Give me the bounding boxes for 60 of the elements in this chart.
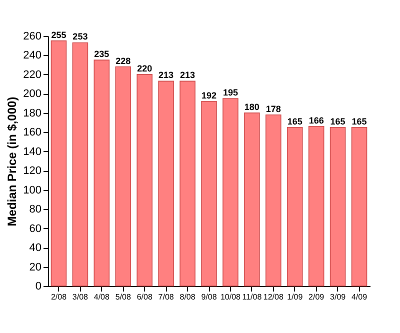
bar bbox=[158, 80, 174, 286]
bar bbox=[136, 74, 152, 286]
bar bbox=[266, 114, 282, 286]
data-label: 235 bbox=[94, 49, 110, 60]
data-label: 192 bbox=[201, 90, 217, 100]
x-tick-label: 6/08 bbox=[136, 292, 153, 302]
bar bbox=[72, 42, 88, 286]
y-tick-label: 120 bbox=[23, 165, 42, 178]
data-label: 253 bbox=[72, 32, 88, 42]
y-tick-label: 180 bbox=[23, 107, 42, 120]
y-tick-label: 20 bbox=[29, 261, 42, 274]
data-label: 180 bbox=[244, 102, 260, 112]
x-tick-label: 3/09 bbox=[330, 292, 346, 302]
bar bbox=[330, 126, 346, 286]
y-tick-label: 0 bbox=[35, 280, 42, 292]
x-tick-label: 11/08 bbox=[242, 292, 262, 302]
x-tick-label: 4/08 bbox=[94, 292, 110, 302]
data-label: 228 bbox=[116, 56, 131, 66]
y-tick-label: 60 bbox=[29, 222, 42, 235]
y-tick-label: 140 bbox=[23, 146, 42, 158]
x-tick-label: 7/08 bbox=[158, 292, 174, 302]
y-tick-label: 200 bbox=[23, 88, 42, 100]
x-tick-label: 12/08 bbox=[263, 292, 284, 302]
bar bbox=[94, 60, 110, 286]
data-label: 165 bbox=[352, 116, 367, 126]
data-label: 165 bbox=[287, 116, 302, 126]
x-tick-label: 2/08 bbox=[50, 292, 68, 302]
y-tick-label: 260 bbox=[23, 30, 42, 42]
bar bbox=[201, 100, 217, 286]
x-tick-label: 1/09 bbox=[287, 292, 304, 302]
bar bbox=[308, 126, 324, 286]
y-tick-label: 240 bbox=[23, 50, 42, 62]
y-tick-label: 100 bbox=[23, 184, 42, 196]
bar bbox=[115, 66, 132, 286]
bar bbox=[351, 126, 368, 286]
x-tick-label: 2/09 bbox=[308, 292, 325, 302]
bar bbox=[244, 112, 260, 286]
x-tick-label: 5/08 bbox=[115, 292, 132, 302]
y-tick-label: 40 bbox=[29, 242, 42, 254]
data-label: 165 bbox=[330, 116, 346, 126]
data-label: 195 bbox=[222, 88, 238, 98]
data-label: 166 bbox=[308, 115, 324, 126]
bar bbox=[50, 40, 67, 286]
bar bbox=[180, 80, 196, 286]
x-tick-label: 4/09 bbox=[351, 292, 368, 302]
x-tick-label: 10/08 bbox=[220, 292, 242, 302]
data-label: 220 bbox=[137, 63, 152, 74]
data-label: 255 bbox=[51, 30, 66, 40]
bar bbox=[286, 126, 303, 286]
y-tick-label: 80 bbox=[29, 204, 42, 216]
y-tick-label: 220 bbox=[23, 68, 42, 81]
x-tick-label: 9/08 bbox=[201, 292, 218, 302]
x-tick-label: 8/08 bbox=[180, 292, 196, 302]
data-label: 213 bbox=[180, 70, 196, 80]
data-label: 213 bbox=[158, 70, 174, 80]
x-tick-label: 3/08 bbox=[72, 292, 89, 302]
y-axis-title: Median Price (in $,000) bbox=[5, 96, 20, 226]
y-tick-label: 160 bbox=[23, 126, 42, 139]
bar bbox=[222, 98, 238, 286]
data-label: 178 bbox=[266, 104, 281, 114]
